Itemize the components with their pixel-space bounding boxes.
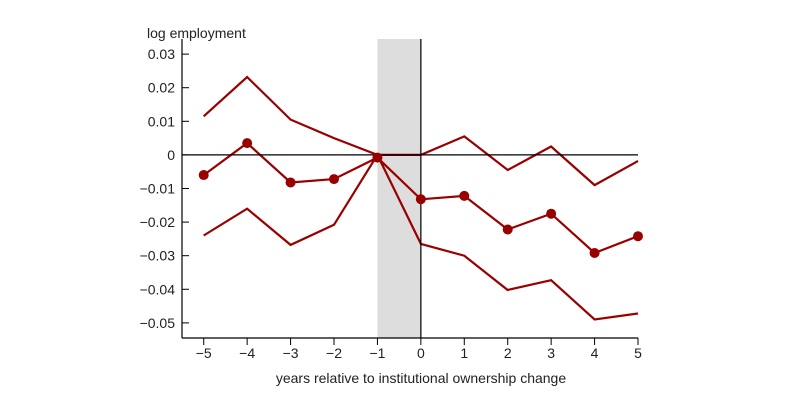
data-point	[546, 208, 557, 219]
data-point	[198, 170, 209, 181]
y-tick-label: −0.02	[140, 214, 176, 230]
x-tick-label: 1	[460, 345, 468, 361]
x-tick-label: −2	[326, 345, 342, 361]
data-point	[502, 224, 513, 235]
x-tick-label: 5	[634, 345, 642, 361]
x-tick-label: 3	[547, 345, 555, 361]
x-tick-label: −4	[239, 345, 255, 361]
x-tick-label: −3	[283, 345, 299, 361]
data-point	[459, 190, 470, 201]
data-point	[242, 138, 253, 149]
data-point	[589, 248, 600, 259]
x-tick-label: 2	[504, 345, 512, 361]
x-tick-label: −1	[369, 345, 385, 361]
x-tick-label: −5	[196, 345, 212, 361]
y-tick-label: 0.02	[148, 80, 175, 96]
data-point	[415, 194, 426, 205]
y-tick-label: −0.05	[140, 315, 176, 331]
y-tick-label: 0.01	[148, 113, 175, 129]
y-axis-title: log employment	[147, 25, 246, 41]
x-tick-label: 4	[591, 345, 599, 361]
y-tick-label: 0.03	[148, 46, 175, 62]
data-point	[633, 231, 643, 242]
data-point	[329, 174, 339, 185]
y-tick-label: 0	[167, 147, 175, 163]
y-tick-label: −0.03	[140, 248, 176, 264]
y-tick-label: −0.01	[140, 181, 176, 197]
x-axis-title: years relative to institutional ownershi…	[276, 370, 566, 386]
x-tick-label: 0	[417, 345, 425, 361]
shaded-region	[377, 39, 421, 338]
data-point	[285, 177, 296, 188]
y-tick-label: −0.04	[140, 281, 176, 297]
data-point	[372, 152, 383, 163]
